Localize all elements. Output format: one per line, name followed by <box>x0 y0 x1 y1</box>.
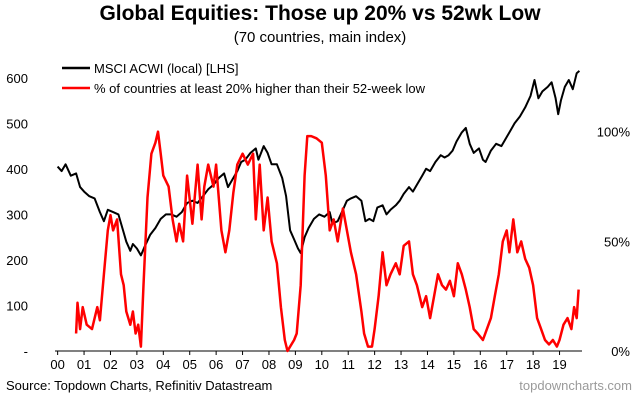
chart-title: Global Equities: Those up 20% vs 52wk Lo… <box>99 2 541 25</box>
left-tick-label: 500 <box>6 116 28 131</box>
left-tick-label: 100 <box>6 298 28 313</box>
left-tick-label: 200 <box>6 253 28 268</box>
x-tick-label: 08 <box>262 357 276 372</box>
left-tick-label: - <box>24 344 28 359</box>
watermark: topdowncharts.com <box>519 378 632 393</box>
source-note: Source: Topdown Charts, Refinitiv Datast… <box>6 378 273 393</box>
x-tick-label: 03 <box>130 357 144 372</box>
x-tick-label: 16 <box>473 357 487 372</box>
x-tick-label: 17 <box>499 357 513 372</box>
right-axis: 0% 50% 100% <box>597 125 631 359</box>
left-axis: - 100 200 300 400 500 600 <box>6 71 28 359</box>
right-tick-label: 0% <box>611 344 630 359</box>
x-tick-label: 04 <box>156 357 170 372</box>
legend-label-2: % of countries at least 20% higher than … <box>94 81 426 96</box>
legend: MSCI ACWI (local) [LHS] % of countries at… <box>62 61 426 96</box>
chart-subtitle: (70 countries, main index) <box>233 29 407 46</box>
x-tick-label: 13 <box>394 357 408 372</box>
x-tick-label: 12 <box>367 357 381 372</box>
x-tick-label: 09 <box>288 357 302 372</box>
left-tick-label: 300 <box>6 207 28 222</box>
right-tick-label: 50% <box>604 234 630 249</box>
left-tick-label: 600 <box>6 71 28 86</box>
series-line-2 <box>74 130 580 353</box>
x-tick-label: 18 <box>526 357 540 372</box>
x-tick-label: 19 <box>552 357 566 372</box>
x-tick-label: 10 <box>315 357 329 372</box>
x-tick-label: 15 <box>447 357 461 372</box>
series-layer <box>56 70 581 353</box>
x-tick-label: 07 <box>235 357 249 372</box>
x-tick-label: 05 <box>182 357 196 372</box>
series-line-1 <box>56 70 581 257</box>
right-tick-label: 100% <box>597 125 631 140</box>
x-tick-label: 11 <box>341 357 355 372</box>
x-tick-label: 00 <box>50 357 64 372</box>
x-tick-label: 02 <box>103 357 117 372</box>
legend-label-1: MSCI ACWI (local) [LHS] <box>94 61 238 76</box>
x-tick-label: 01 <box>77 357 91 372</box>
x-tick-label: 14 <box>420 357 434 372</box>
x-axis: 00 01 02 03 04 05 06 07 08 09 10 11 12 13 14 15 16 17 18 19 <box>50 350 582 372</box>
left-tick-label: 400 <box>6 162 28 177</box>
x-tick-label: 06 <box>209 357 223 372</box>
